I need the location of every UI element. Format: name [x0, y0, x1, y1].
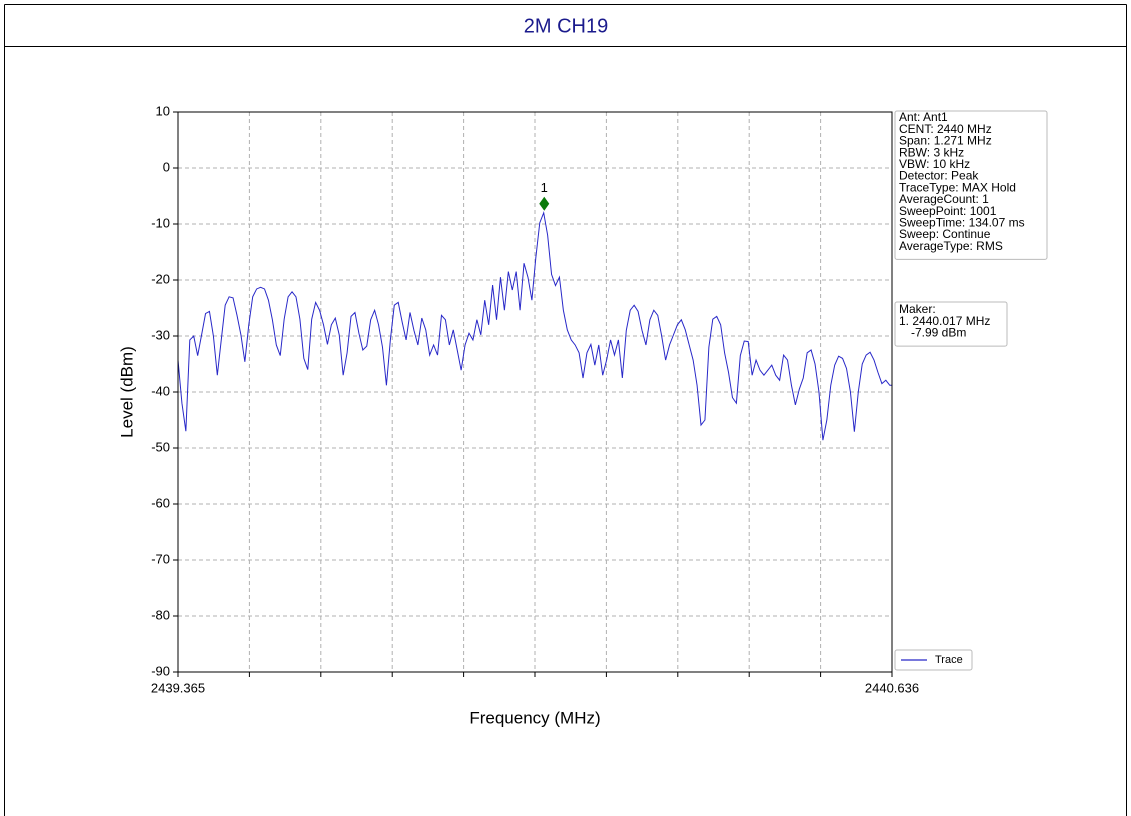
y-tick-label: 10 — [156, 103, 170, 118]
info-line: CENT: 2440 MHz — [899, 122, 992, 136]
trace-line — [178, 210, 892, 441]
marker-line: Maker: — [899, 302, 936, 316]
y-tick-label: -50 — [151, 439, 170, 454]
info-line: Span: 1.271 MHz — [899, 134, 992, 148]
plot-frame — [177, 111, 893, 673]
info-line: AverageCount: 1 — [899, 192, 989, 206]
y-tick-label: -40 — [151, 383, 170, 398]
info-line: TraceType: MAX Hold — [899, 180, 1016, 194]
info-line: Sweep: Continue — [899, 227, 991, 241]
y-tick-label: 0 — [163, 159, 170, 174]
info-line: VBW: 10 kHz — [899, 157, 970, 171]
info-line: SweepPoint: 1001 — [899, 204, 997, 218]
y-tick-label: -20 — [151, 271, 170, 286]
marker-label: 1 — [541, 180, 548, 195]
y-tick-label: -30 — [151, 327, 170, 342]
x-tick-label: 2440.636 — [865, 680, 919, 695]
y-tick-label: -70 — [151, 551, 170, 566]
y-tick-label: -90 — [151, 663, 170, 678]
marker-box: Maker:1. 2440.017 MHz-7.99 dBm — [894, 301, 1008, 347]
info-line: Detector: Peak — [899, 169, 979, 183]
marker-box-frame — [894, 301, 1008, 347]
y-axis-label: Level (dBm) — [117, 346, 136, 438]
legend: Trace — [894, 649, 973, 671]
y-tick-label: -80 — [151, 607, 170, 622]
info-line: SweepTime: 134.07 ms — [899, 215, 1025, 229]
y-tick-label: -60 — [151, 495, 170, 510]
y-tick-label: -10 — [151, 215, 170, 230]
marker-line: -7.99 dBm — [911, 326, 966, 340]
info-line: Ant: Ant1 — [899, 110, 948, 124]
chart-title: 2M CH19 — [524, 15, 608, 37]
info-line: RBW: 3 kHz — [899, 145, 964, 159]
info-box-frame — [894, 110, 1048, 260]
marker-line: 1. 2440.017 MHz — [899, 314, 990, 328]
x-axis-label: Frequency (MHz) — [469, 708, 600, 727]
peak-marker — [539, 196, 550, 211]
legend-frame — [894, 649, 973, 671]
legend-label: Trace — [935, 654, 963, 666]
info-line: AverageType: RMS — [899, 239, 1003, 253]
x-tick-label: 2439.365 — [151, 680, 205, 695]
